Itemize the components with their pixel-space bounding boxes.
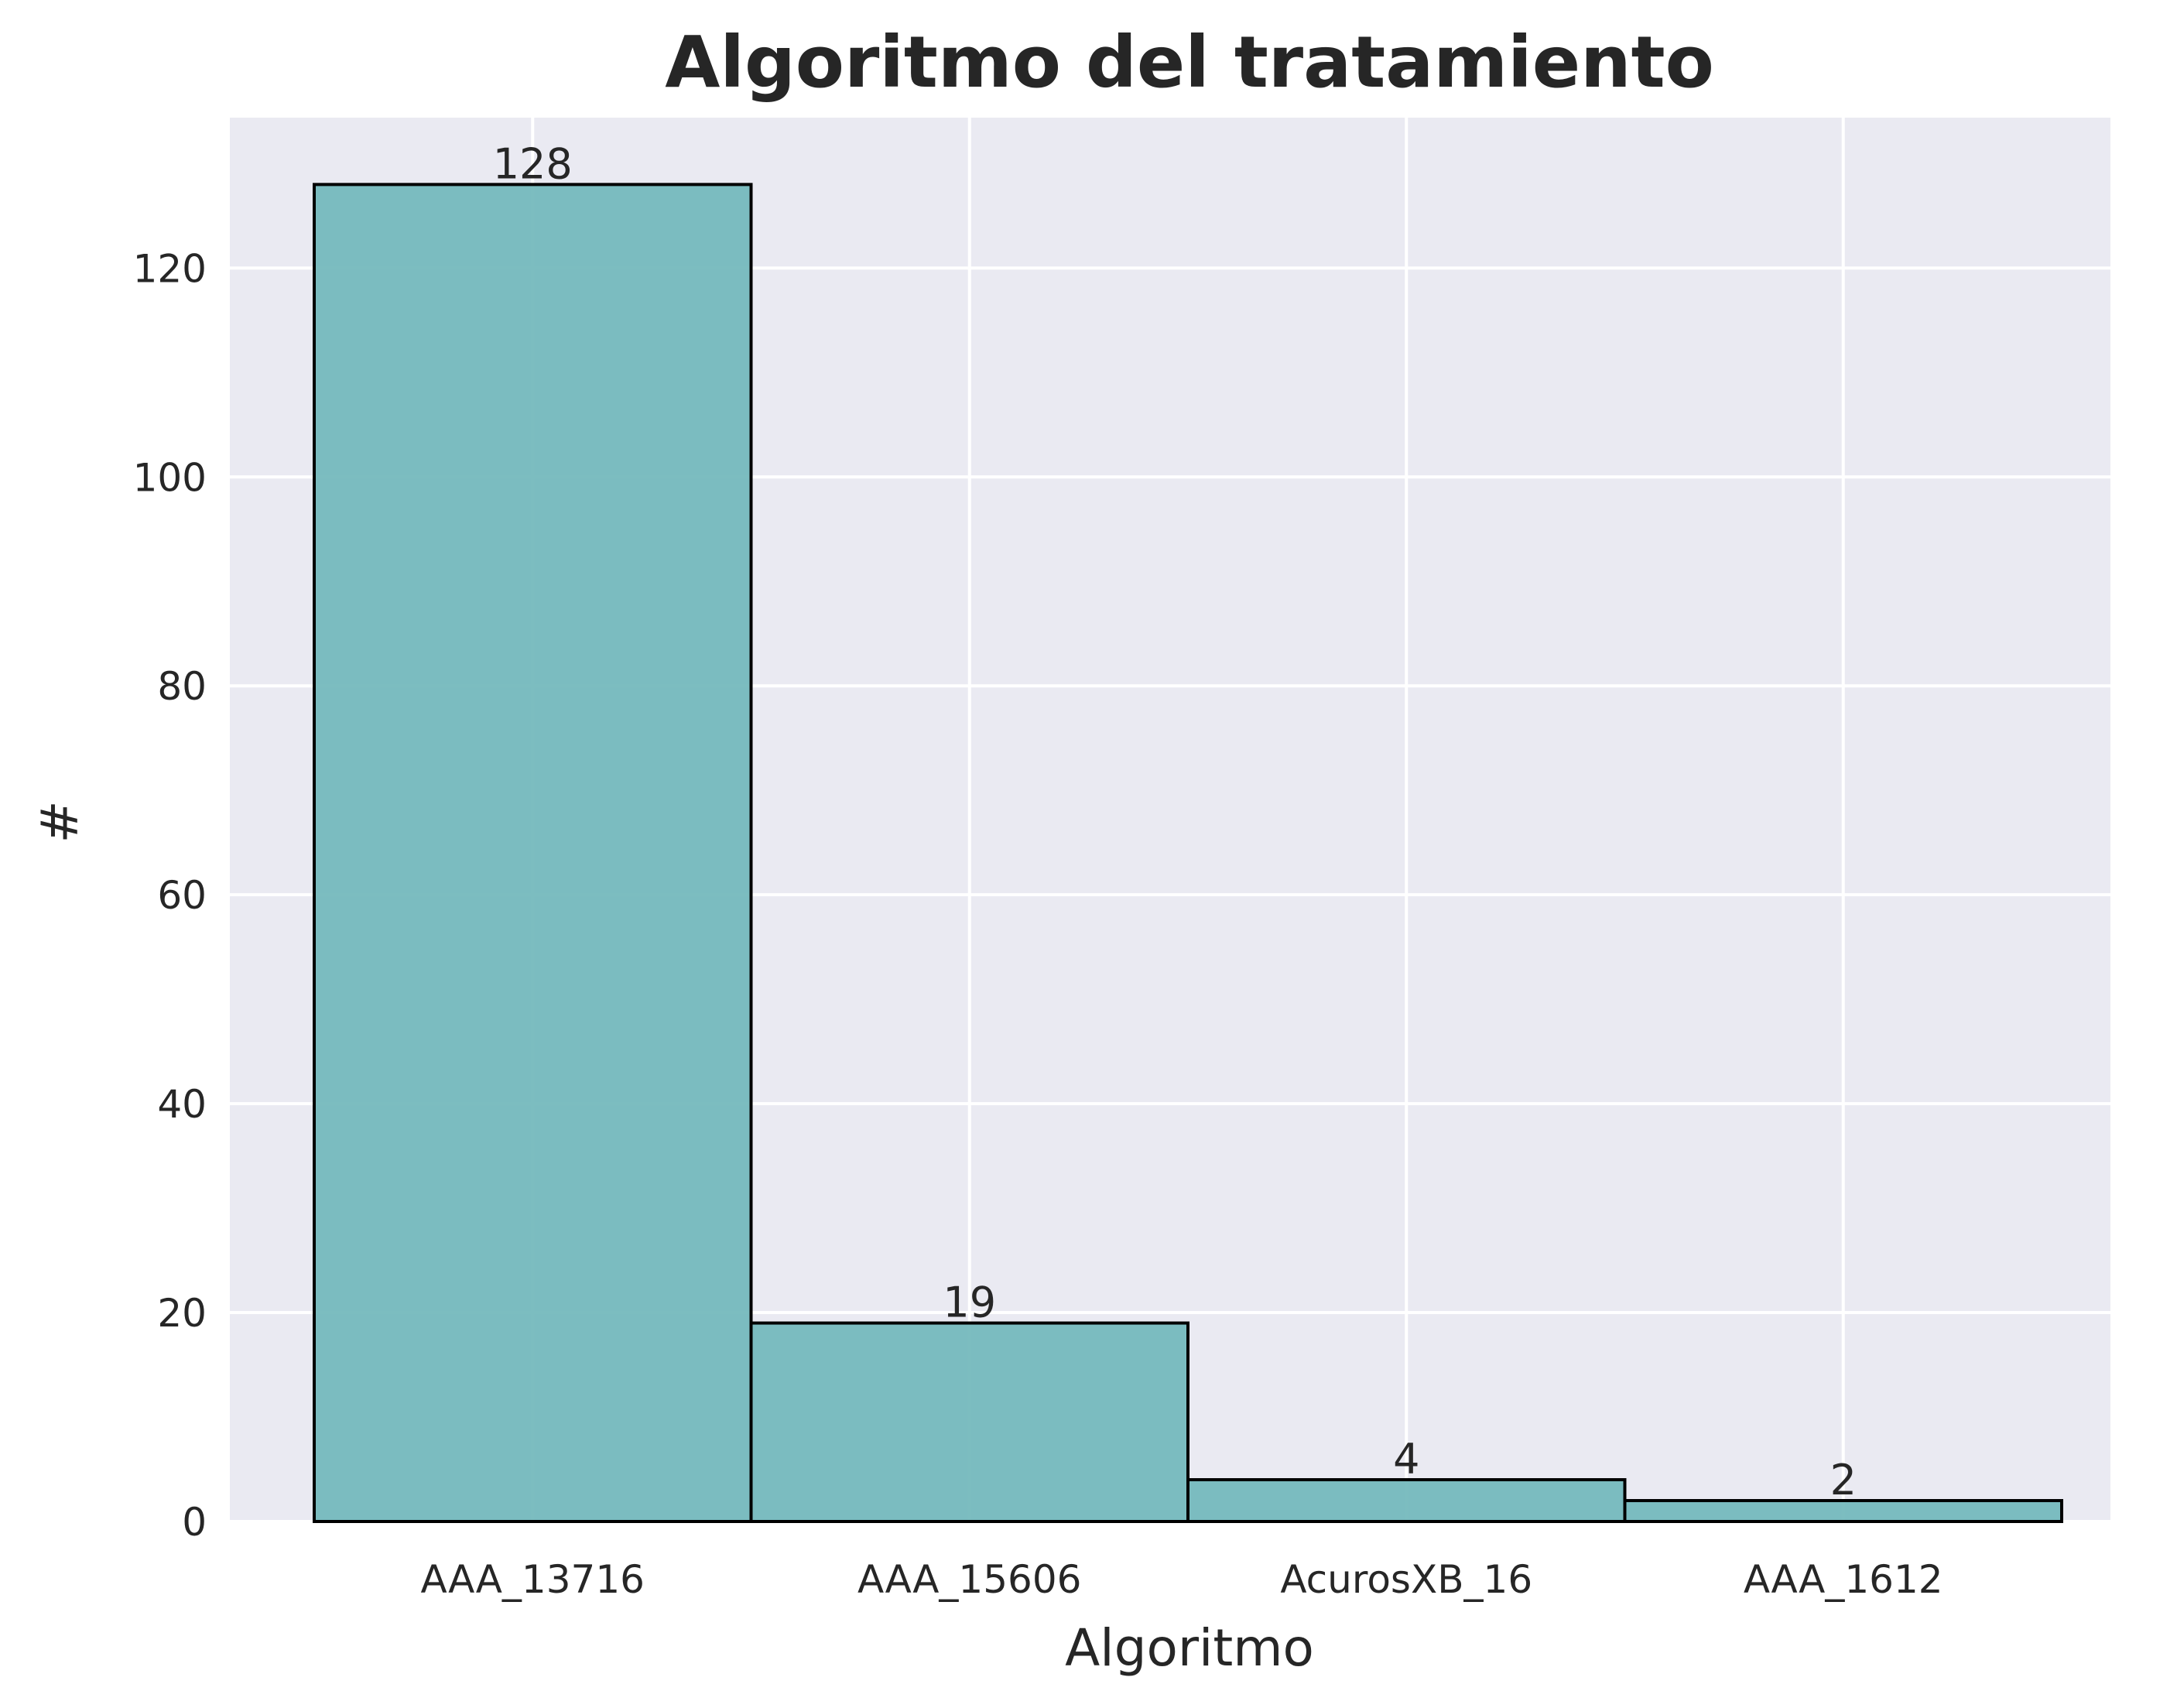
y-tick-label: 80 (157, 664, 207, 709)
x-tick-label: AAA_15606 (857, 1557, 1081, 1602)
y-tick-label: 60 (157, 873, 207, 918)
bar-data-label: 19 (943, 1278, 996, 1327)
chart-title: Algoritmo del tratamiento (665, 21, 1714, 104)
bar (1623, 1499, 2063, 1524)
bar (749, 1321, 1189, 1523)
x-axis-ticks: AAA_13716 AAA_15606 AcurosXB_16 AAA_1612 (421, 1557, 1943, 1602)
bar-labels: 128 19 4 2 (493, 139, 1857, 1504)
bar-data-label: 4 (1393, 1435, 1419, 1484)
bars (313, 183, 2063, 1524)
x-tick-label: AAA_1612 (1744, 1557, 1943, 1602)
y-tick-label: 0 (182, 1500, 207, 1545)
bar-data-label: 2 (1830, 1456, 1857, 1504)
y-tick-label: 40 (157, 1082, 207, 1127)
x-axis-label: Algoritmo (1065, 1618, 1314, 1678)
y-axis-label: # (30, 800, 90, 843)
y-tick-label: 20 (157, 1291, 207, 1336)
bar (1186, 1478, 1627, 1524)
bar (313, 183, 753, 1523)
bar-data-label: 128 (493, 139, 573, 188)
x-tick-label: AAA_13716 (421, 1557, 645, 1602)
y-tick-label: 120 (133, 246, 207, 291)
y-tick-label: 100 (133, 455, 207, 500)
y-axis-ticks: 0 20 40 60 80 100 120 (133, 246, 207, 1545)
x-tick-label: AcurosXB_16 (1280, 1557, 1532, 1602)
